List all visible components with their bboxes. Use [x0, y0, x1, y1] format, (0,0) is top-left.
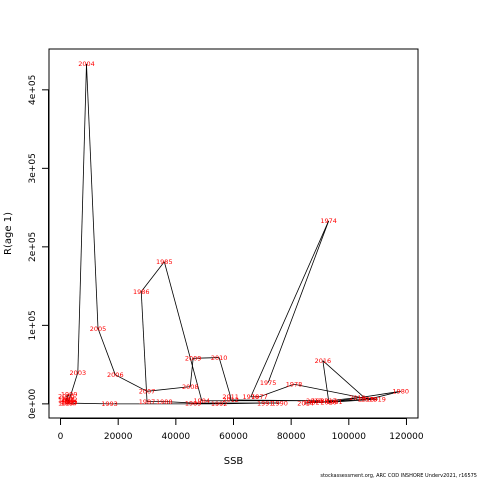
- segment-1986-1987: [140, 291, 148, 402]
- segment-1991-1992: [219, 402, 266, 405]
- series-lines: [65, 63, 401, 405]
- point-label-2018: 2018: [349, 394, 366, 402]
- point-label-2004: 2004: [78, 60, 95, 68]
- segment-2008-2009: [189, 358, 194, 387]
- segment-2017-2018: [328, 397, 358, 402]
- point-label-1975: 1975: [260, 379, 277, 387]
- point-label-2000: 2000: [58, 392, 75, 400]
- point-label-1974: 1974: [320, 217, 337, 225]
- segment-1993-1994: [66, 402, 110, 405]
- x-tick-label-40000: 40000: [162, 432, 191, 442]
- segment-2000-2001: [65, 395, 70, 402]
- segment-1998-1999: [65, 394, 70, 400]
- point-label-1981: 1981: [326, 398, 343, 406]
- point-label-2014: 2014: [297, 399, 314, 407]
- segment-1980-1981: [334, 390, 401, 402]
- segment-2004-2005: [86, 63, 99, 329]
- segment-1997-1998: [65, 398, 70, 404]
- x-tick-label-60000: 60000: [219, 432, 248, 442]
- x-tick-label-0: 0: [58, 432, 64, 442]
- point-label-1982: 1982: [303, 399, 320, 407]
- point-label-1991: 1991: [257, 399, 274, 407]
- point-label-2016: 2016: [315, 357, 332, 365]
- point-label-2010: 2010: [211, 354, 228, 362]
- segment-1984-1985: [163, 261, 203, 401]
- y-tick-label-300000: 3e+05: [28, 153, 38, 183]
- point-label-1978: 1978: [286, 381, 303, 389]
- point-label-1986: 1986: [133, 288, 150, 296]
- segment-2010-2011: [218, 357, 232, 397]
- point-label-1987: 1987: [139, 398, 156, 406]
- segment-1979-1980: [368, 390, 401, 400]
- y-tick-label-400000: 4e+05: [28, 75, 38, 105]
- segment-2018-2019: [357, 397, 378, 400]
- segment-1978-1979: [293, 383, 370, 400]
- point-label-1977: 1977: [251, 393, 268, 401]
- point-label-1989: 1989: [185, 399, 202, 407]
- point-label-2011: 2011: [222, 393, 239, 401]
- point-label-1984: 1984: [194, 397, 211, 405]
- segment-2009-2010: [193, 357, 220, 359]
- point-label-2007: 2007: [139, 388, 156, 396]
- point-label-2009: 2009: [185, 355, 202, 363]
- segment-1975-1974: [267, 220, 330, 383]
- segment-2012-2013: [230, 399, 315, 402]
- segment-1974-1976: [250, 220, 329, 397]
- point-label-1993: 1993: [101, 400, 118, 408]
- point-label-1988: 1988: [156, 398, 173, 406]
- segment-2016-2017: [322, 360, 330, 401]
- point-label-2017: 2017: [320, 397, 337, 405]
- y-axis-label: R(age 1): [3, 212, 14, 255]
- point-label-2019: 2019: [369, 395, 386, 403]
- segment-2005-2006: [97, 328, 116, 375]
- segment-1985-1986: [140, 261, 165, 292]
- segment-2019-2020: [328, 398, 378, 403]
- point-label-2001: 2001: [61, 398, 78, 406]
- x-tick-label-80000: 80000: [277, 432, 306, 442]
- point-label-2013: 2013: [306, 397, 323, 405]
- segment-2006-2007: [115, 374, 148, 392]
- segment-2014-2015: [305, 398, 367, 404]
- footer-credit: stockassessment.org, ARC COD INSHORE Und…: [320, 473, 477, 479]
- point-label-2012: 2012: [222, 396, 239, 404]
- point-label-1995: 1995: [61, 399, 78, 407]
- x-tick-label-20000: 20000: [104, 432, 133, 442]
- point-label-1980: 1980: [392, 388, 409, 396]
- point-label-1994: 1994: [58, 399, 75, 407]
- segment-2002-2003: [68, 372, 79, 401]
- point-label-1999: 1999: [61, 391, 78, 399]
- segment-2015-2016: [322, 360, 367, 400]
- point-label-1979: 1979: [361, 395, 378, 403]
- point-label-1998: 1998: [58, 395, 75, 403]
- point-label-2008: 2008: [182, 383, 199, 391]
- point-label-1976: 1976: [243, 393, 260, 401]
- point-label-2003: 2003: [70, 369, 87, 377]
- point-label-1996: 1996: [58, 397, 75, 405]
- point-label-1997: 1997: [61, 399, 78, 407]
- y-tick-label-100000: 1e+05: [28, 310, 38, 340]
- point-label-1983: 1983: [312, 397, 329, 405]
- segment-1977-1978: [259, 383, 295, 398]
- segment-2003-2004: [77, 63, 87, 373]
- segment-2007-2008: [146, 386, 191, 392]
- point-label-2002: 2002: [61, 396, 78, 404]
- point-label-1990: 1990: [271, 399, 288, 407]
- y-tick-label-200000: 2e+05: [28, 232, 38, 262]
- point-label-1992: 1992: [211, 400, 228, 408]
- x-tick-label-120000: 120000: [389, 432, 424, 442]
- plot-frame: [48, 48, 419, 419]
- point-label-2006: 2006: [107, 371, 124, 379]
- segment-1988-1989: [164, 401, 194, 404]
- point-label-2015: 2015: [358, 395, 375, 403]
- point-label-2020: 2020: [320, 399, 337, 407]
- point-label-2005: 2005: [90, 325, 107, 333]
- y-tick-label-0: 0e+00: [28, 388, 38, 419]
- x-axis-label: SSB: [224, 456, 244, 467]
- x-tick-label-100000: 100000: [332, 432, 367, 442]
- point-label-1985: 1985: [156, 258, 173, 266]
- segment-1999-2000: [66, 394, 70, 397]
